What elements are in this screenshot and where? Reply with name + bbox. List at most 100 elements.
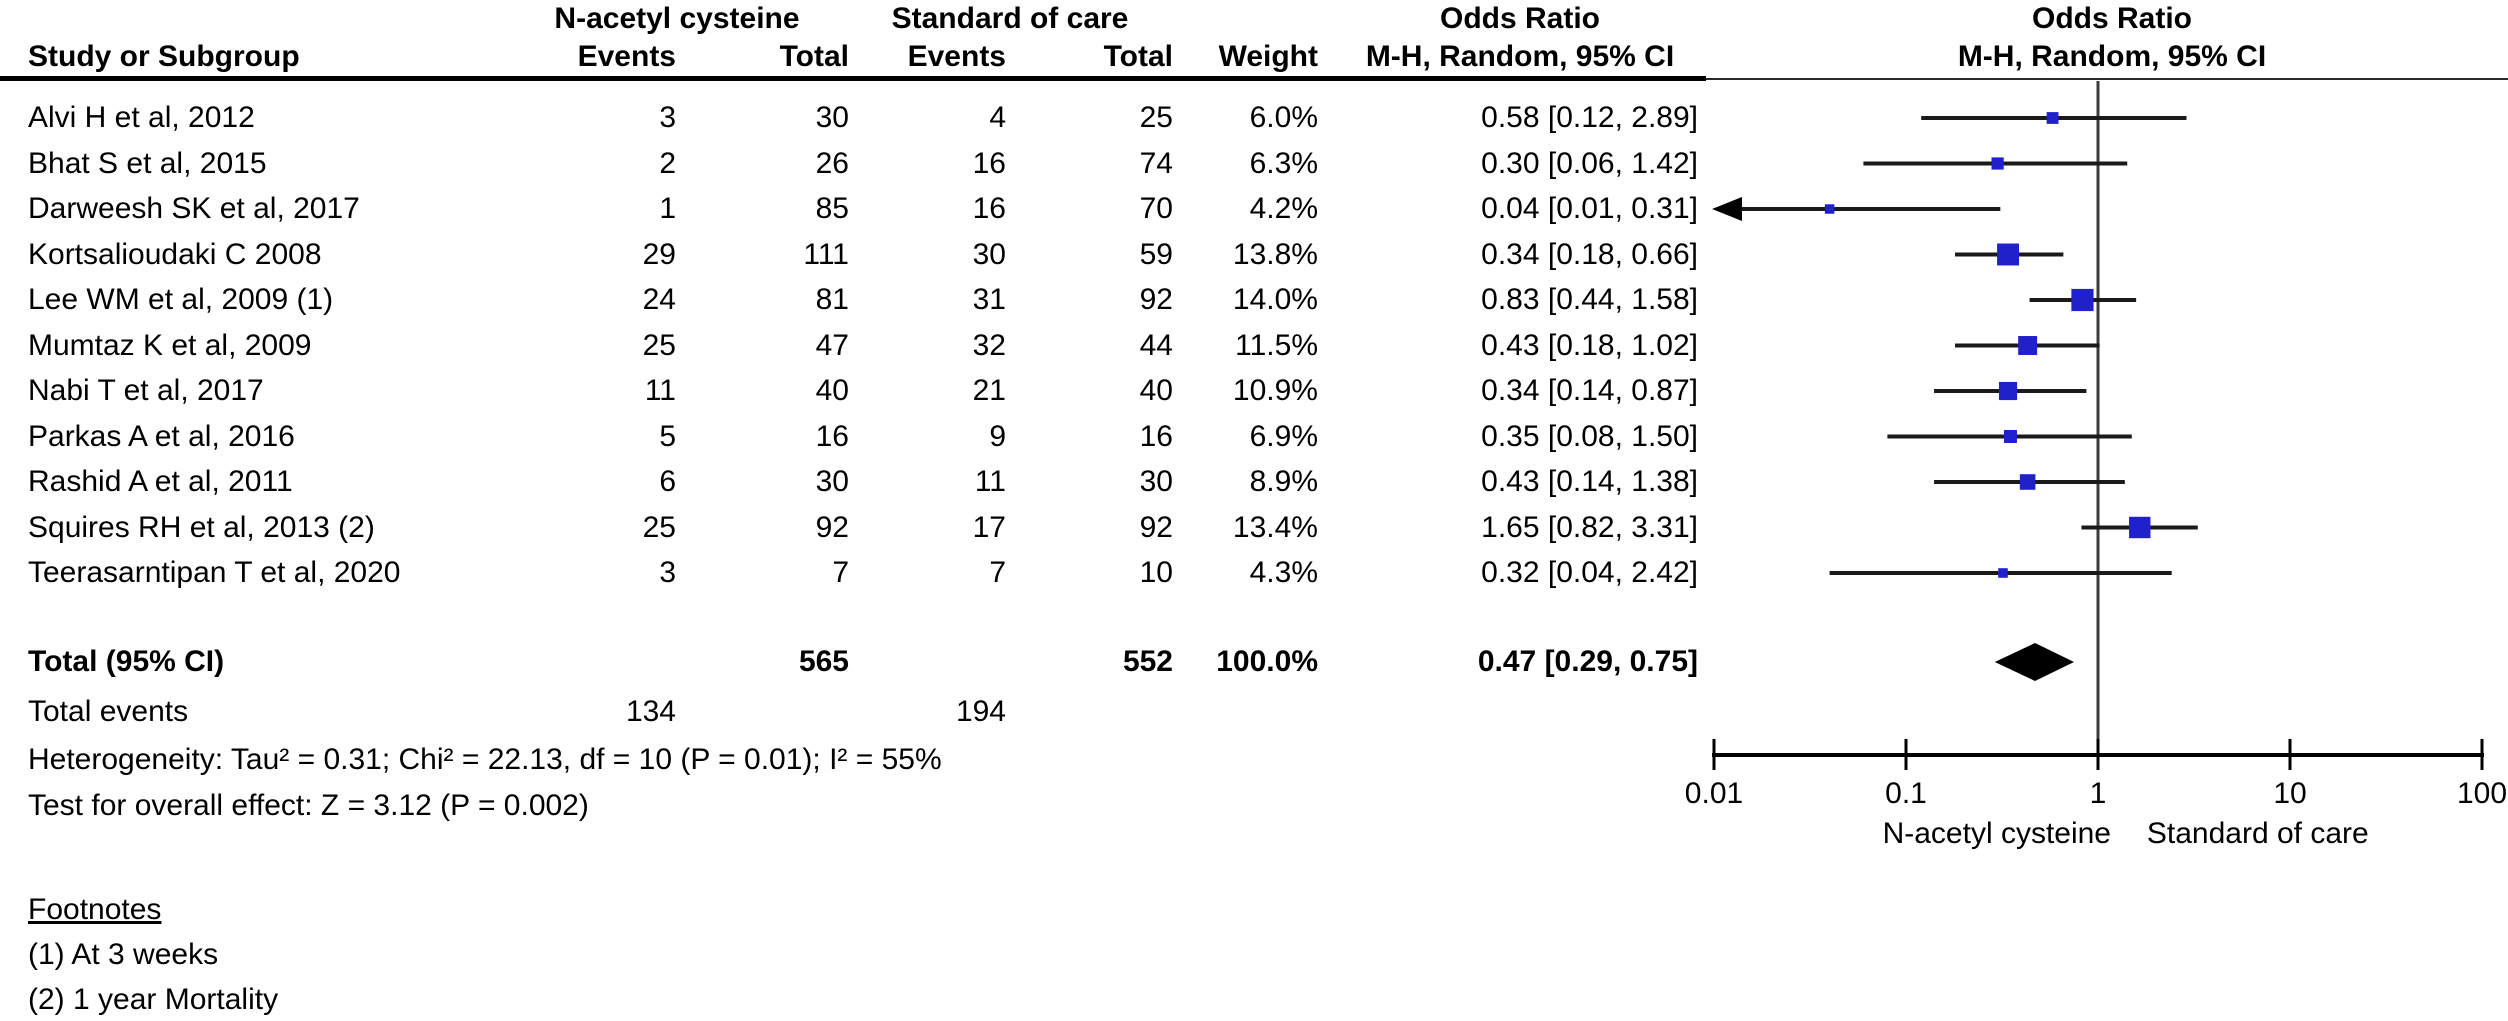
x-axis-tick-label: 100 [2457,777,2507,810]
soc-total: 16 [1139,419,1173,453]
x-axis-tick-label: 10 [2273,777,2306,810]
or-ci-text: 0.43 [0.14, 1.38] [1481,465,1698,498]
study-name: Squires RH et al, 2013 (2) [28,510,375,544]
soc-events: 30 [972,237,1006,271]
total-weight: 100.0% [1216,645,1318,678]
total-nac-total: 565 [798,645,849,678]
weight: 13.4% [1232,510,1318,544]
total-events-label: Total events [28,695,189,728]
study-name: Darweesh SK et al, 2017 [28,192,360,225]
soc-events: 17 [972,510,1006,544]
study-row: Squires RH et al, 2013 (2) 25 92 17 92 13.4% 1… [0,507,2508,549]
soc-total: 92 [1139,283,1173,316]
x-axis-tick-label: 0.1 [1885,777,1927,810]
nac-total: 81 [815,283,849,316]
group-header-soc: Standard of care [891,2,1129,35]
total-row: Total (95% CI) 565 552 100.0% 0.47 [0.29… [0,641,2508,683]
study-row: Alvi H et al, 2012 3 30 4 25 6.0% 0.58 [0.12, … [0,97,2508,139]
nac-events: 2 [659,146,676,180]
weight: 8.9% [1249,465,1318,498]
or-ci-text: 0.43 [0.18, 1.02] [1481,328,1698,362]
weight: 6.9% [1249,419,1318,453]
nac-events: 11 [644,374,676,407]
weight: 11.5% [1235,328,1318,362]
weight: 13.8% [1232,237,1318,271]
weight: 14.0% [1232,283,1318,316]
study-row: Kortsalioudaki C 2008 29 111 30 59 13.8% 0.34 … [0,234,2508,276]
study-name: Lee WM et al, 2009 (1) [28,283,334,316]
col-header-soc-events: Events [907,40,1006,73]
col-header-nac-total: Total [779,40,849,73]
nac-events: 25 [642,510,676,544]
total-events-nac: 134 [625,695,676,728]
soc-total: 70 [1139,192,1173,225]
or-marker [2019,474,2036,490]
weight: 6.3% [1249,146,1318,180]
soc-events: 11 [974,465,1006,498]
soc-events: 7 [989,556,1006,589]
soc-events: 32 [972,328,1006,362]
footnote-2: (2) 1 year Mortality [28,983,279,1016]
nac-total: 47 [815,328,849,362]
heterogeneity-stats: Heterogeneity: Tau² = 0.31; Chi² = 22.13… [28,743,942,776]
soc-total: 25 [1139,101,1173,134]
or-marker [1991,157,2004,170]
or-marker [2129,516,2151,539]
nac-total: 111 [803,237,849,271]
col-header-study: Study or Subgroup [28,40,300,73]
or-ci-text: 0.04 [0.01, 0.31] [1481,192,1698,225]
total-label: Total (95% CI) [28,645,225,678]
ci-arrow-left [1712,197,1742,221]
nac-events: 5 [659,419,676,453]
total-or-ci-text: 0.47 [0.29, 0.75] [1477,645,1698,678]
study-name: Bhat S et al, 2015 [28,146,267,180]
nac-events: 25 [642,328,676,362]
soc-total: 40 [1139,374,1173,407]
col-header-soc-total: Total [1103,40,1173,73]
x-axis-tick-label: 0.01 [1685,777,1743,810]
nac-total: 16 [815,419,849,453]
study-row: Parkas A et al, 2016 5 16 9 16 6.9% 0.35 [0.08… [0,416,2508,458]
weight: 4.2% [1249,192,1318,225]
nac-total: 30 [815,101,849,134]
nac-total: 40 [815,374,849,407]
overall-effect-stats: Test for overall effect: Z = 3.12 (P = 0… [28,789,589,822]
soc-total: 44 [1139,328,1173,362]
footnote-1: (1) At 3 weeks [28,938,219,971]
or-marker [1997,243,2020,266]
study-row: Bhat S et al, 2015 2 26 16 74 6.3% 0.30 [0.06,… [0,143,2508,185]
weight: 4.3% [1249,556,1318,589]
or-marker [1824,204,1835,214]
nac-events: 3 [659,556,676,589]
or-ci-text: 0.35 [0.08, 1.50] [1481,419,1698,453]
or-column-subtitle: M-H, Random, 95% CI [1365,40,1675,73]
plot-column-title: Odds Ratio [2031,2,2192,35]
study-name: Alvi H et al, 2012 [28,101,255,134]
study-name: Mumtaz K et al, 2009 [28,328,312,362]
or-marker [2046,112,2059,124]
or-ci-text: 1.65 [0.82, 3.31] [1481,510,1698,544]
or-ci-text: 0.58 [0.12, 2.89] [1481,101,1698,134]
col-header-nac-events: Events [577,40,676,73]
total-events-soc: 194 [955,695,1006,728]
or-ci-text: 0.32 [0.04, 2.42] [1481,556,1698,589]
nac-events: 1 [659,192,676,225]
col-header-weight: Weight [1218,40,1318,73]
study-row: Teerasarntipan T et al, 2020 3 7 7 10 4.3% 0.3… [0,552,2508,594]
or-marker [1998,568,2008,578]
soc-total: 92 [1139,510,1173,544]
or-marker [2018,336,2038,355]
total-events-row: Total events 134 194 [0,691,2508,733]
nac-total: 30 [815,465,849,498]
soc-total: 59 [1139,237,1173,271]
or-marker [2003,430,2017,443]
study-name: Kortsalioudaki C 2008 [28,237,322,271]
soc-total: 30 [1139,465,1173,498]
group-header-nac: N-acetyl cysteine [554,2,800,35]
soc-events: 21 [972,374,1006,407]
study-row: Lee WM et al, 2009 (1) 24 81 31 92 14.0% 0.83 … [0,279,2508,321]
axis-right-label: Standard of care [2147,817,2369,850]
soc-total: 10 [1139,556,1173,589]
